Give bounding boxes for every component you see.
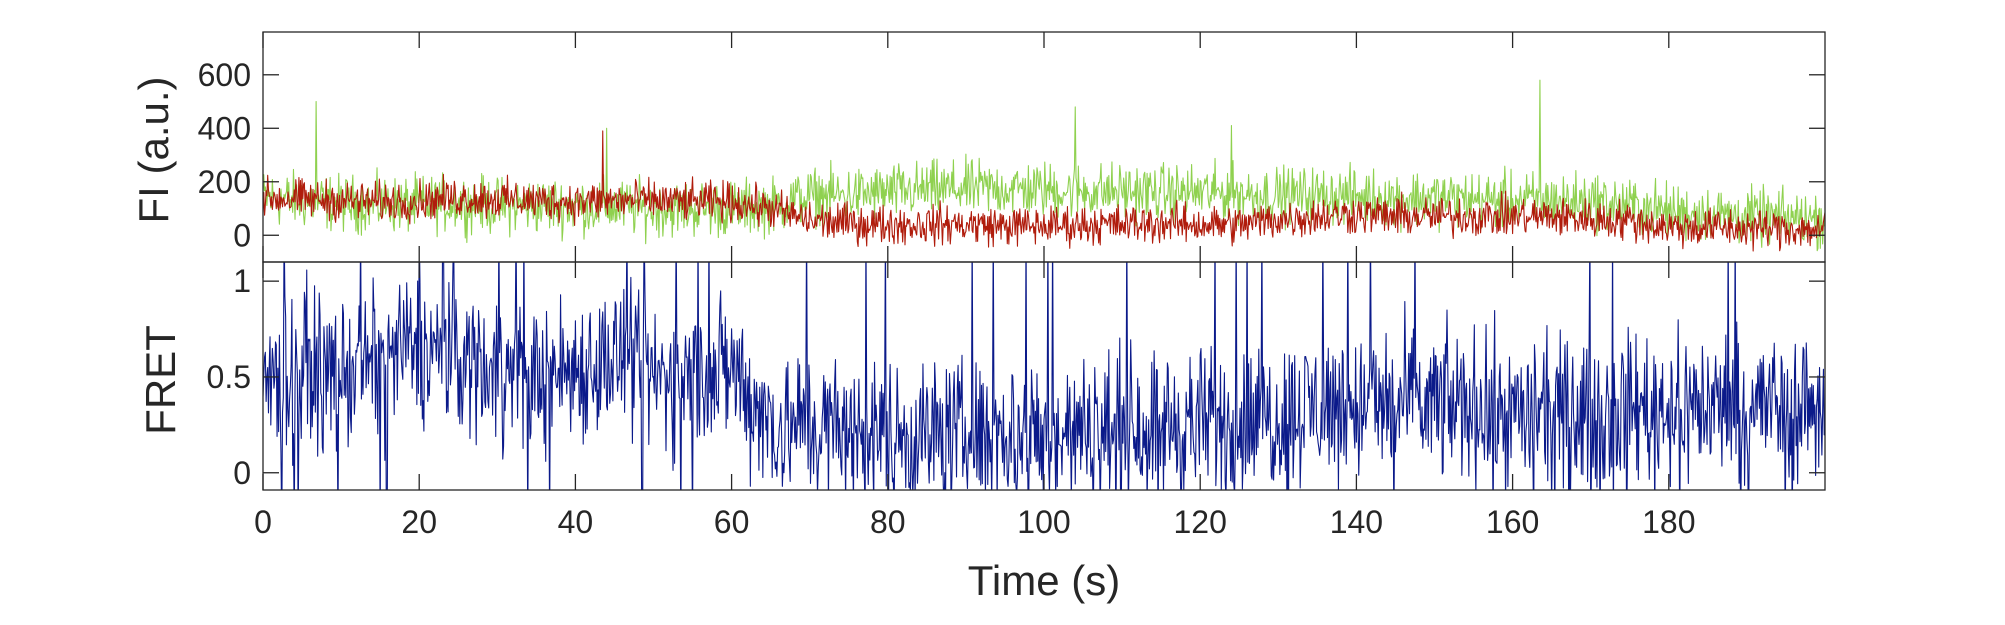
x-tick-label: 120 [1174, 504, 1227, 540]
x-tick-label: 80 [870, 504, 906, 540]
x-tick-label: 140 [1330, 504, 1383, 540]
intensity-y-ticks: 0 200 400 600 [198, 57, 1825, 253]
intensity-axis-label: FI (a.u.) [130, 76, 177, 223]
intensity-traces [263, 79, 1825, 252]
y-tick-label: 0.5 [207, 359, 251, 395]
x-tick-label: 60 [714, 504, 750, 540]
x-tick-label: 0 [254, 504, 272, 540]
time-x-ticks: 0 20 40 60 80 100 120 140 160 180 [254, 32, 1695, 540]
x-tick-label: 20 [401, 504, 437, 540]
fret-traces [263, 262, 1825, 490]
x-tick-label: 160 [1486, 504, 1539, 540]
x-tick-label: 180 [1642, 504, 1695, 540]
time-axis-label: Time (s) [968, 557, 1120, 604]
y-tick-label: 0 [233, 455, 251, 491]
donor-intensity-line [263, 79, 1825, 252]
y-tick-label: 600 [198, 57, 251, 93]
x-tick-label: 40 [558, 504, 594, 540]
y-tick-label: 400 [198, 110, 251, 146]
y-tick-label: 1 [233, 263, 251, 299]
y-tick-label: 200 [198, 164, 251, 200]
x-tick-label: 100 [1017, 504, 1070, 540]
fret-axis-label: FRET [137, 325, 184, 435]
y-tick-label: 0 [233, 217, 251, 253]
acceptor-intensity-line [263, 130, 1825, 252]
fret-efficiency-line [263, 262, 1825, 490]
fret-y-ticks: 00.51 [207, 263, 1825, 491]
